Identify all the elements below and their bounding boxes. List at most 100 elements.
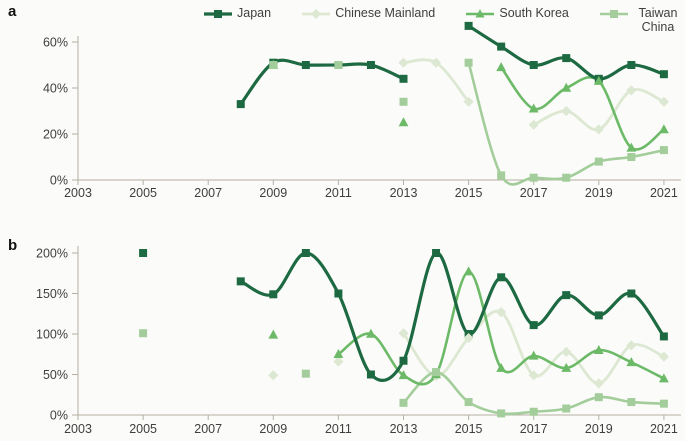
series-line-taiwan-china [467, 61, 666, 186]
x-tick-label: 2005 [129, 186, 157, 200]
y-tick-label: 20% [43, 128, 68, 142]
x-tick-label: 2013 [390, 186, 418, 200]
series-japan-marker [529, 61, 538, 69]
series-japan-marker [497, 273, 506, 282]
series-south-korea-marker [561, 82, 572, 92]
x-tick-label: 2011 [325, 186, 352, 200]
x-tick-label: 2007 [194, 422, 222, 436]
series-japan-marker [334, 289, 343, 298]
series-chinese-mainland-marker [658, 351, 669, 362]
series-south-korea-marker [659, 124, 669, 134]
series-line-japan [239, 251, 666, 382]
series-japan-marker [562, 54, 571, 63]
legend-item-chinese-mainland: Chinese Mainland [302, 6, 435, 20]
series-taiwan-china-marker [529, 407, 538, 416]
series-taiwan-china-marker [399, 97, 408, 106]
series-japan-marker [432, 249, 441, 257]
legend-label-taiwan-china: Taiwan China [638, 6, 678, 34]
series-chinese-mainland-marker [398, 57, 409, 68]
y-tick-label: 50% [43, 368, 68, 382]
x-tick-label: 2013 [390, 422, 418, 436]
series-taiwan-china-marker [497, 409, 506, 418]
series-japan-marker [627, 61, 636, 69]
series-taiwan-china-marker [464, 58, 473, 67]
series-chinese-mainland-marker [658, 96, 669, 107]
series-japan-marker [366, 370, 375, 379]
legend-item-taiwan-china: Taiwan China [600, 6, 683, 34]
series-south-korea-marker [496, 62, 507, 72]
series-taiwan-china-marker [659, 146, 668, 155]
series-taiwan-china-marker [497, 171, 506, 180]
series-south-korea-marker [593, 75, 604, 85]
series-taiwan-china-marker [627, 153, 636, 161]
series-line-chinese-mainland [532, 88, 666, 132]
series-japan-marker [659, 332, 668, 341]
series-chinese-mainland-marker [463, 332, 474, 344]
series-south-korea-marker [593, 345, 604, 354]
series-japan-marker [269, 290, 278, 299]
series-taiwan-china-marker [269, 61, 278, 69]
series-taiwan-china-marker [529, 173, 538, 182]
series-south-korea-marker [366, 328, 376, 338]
series-taiwan-china-marker [562, 404, 571, 413]
series-japan-marker [301, 249, 310, 257]
legend-label-japan: Japan [237, 6, 272, 20]
x-tick-label: 2011 [325, 422, 352, 436]
chinese-mainland-line-marker-icon [302, 9, 331, 19]
series-taiwan-china-marker [659, 399, 668, 408]
series-japan-marker [659, 70, 668, 79]
legend-label-south-korea: South Korea [499, 6, 569, 20]
panel-label-b: b [8, 237, 17, 254]
legend-item-south-korea: South Korea [466, 6, 569, 20]
series-japan-marker [366, 61, 375, 69]
x-tick-label: 2021 [650, 422, 678, 436]
series-south-korea-marker [496, 362, 507, 372]
series-taiwan-china-marker [562, 173, 571, 182]
series-south-korea-marker [333, 349, 344, 359]
x-tick-label: 2017 [520, 422, 548, 436]
legend-item-japan: Japan [204, 6, 271, 20]
series-japan-marker [399, 74, 408, 83]
series-japan-marker [594, 311, 603, 320]
y-tick-label: 40% [43, 82, 68, 96]
series-taiwan-china-marker [464, 398, 473, 407]
series-chinese-mainland-marker [496, 307, 507, 318]
series-chinese-mainland-marker [593, 378, 604, 389]
series-taiwan-china-marker [432, 368, 441, 377]
x-tick-label: 2009 [259, 186, 287, 200]
series-japan-marker [529, 321, 538, 330]
series-south-korea-marker [561, 362, 572, 372]
series-chinese-mainland-marker [430, 57, 442, 68]
series-japan-marker [301, 61, 310, 69]
series-taiwan-china-marker [334, 61, 343, 69]
series-japan-marker [236, 100, 245, 109]
series-line-japan [239, 58, 406, 106]
x-tick-label: 2003 [64, 422, 92, 436]
series-taiwan-china-marker [594, 157, 603, 166]
x-tick-label: 2015 [455, 422, 483, 436]
y-tick-label: 0% [50, 409, 68, 423]
series-chinese-mainland-marker [528, 119, 539, 130]
series-chinese-mainland-marker [561, 346, 572, 357]
series-chinese-mainland-marker [333, 356, 344, 367]
series-chinese-mainland-marker [561, 105, 572, 117]
series-japan-marker [139, 249, 148, 257]
series-japan-marker [497, 42, 506, 51]
series-line-south-korea [499, 66, 666, 151]
x-tick-label: 2015 [455, 186, 483, 200]
x-tick-label: 2005 [129, 422, 157, 436]
x-tick-label: 2019 [585, 186, 613, 200]
series-south-korea-marker [268, 329, 279, 339]
x-tick-label: 2009 [259, 422, 287, 436]
y-tick-label: 150% [36, 287, 68, 301]
series-taiwan-china-marker [399, 398, 408, 407]
x-tick-label: 2007 [194, 186, 222, 200]
series-south-korea-marker [463, 266, 474, 276]
series-taiwan-china-marker [594, 393, 603, 402]
series-japan-marker [627, 289, 636, 298]
y-tick-label: 100% [36, 328, 68, 342]
x-tick-label: 2019 [585, 422, 613, 436]
series-japan-marker [464, 21, 473, 30]
series-south-korea-marker [398, 117, 409, 127]
